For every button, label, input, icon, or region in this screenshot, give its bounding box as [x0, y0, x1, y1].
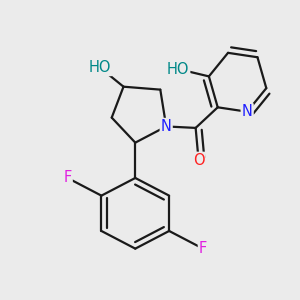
Text: HO: HO: [89, 60, 111, 75]
Text: F: F: [199, 241, 207, 256]
Text: N: N: [242, 104, 253, 119]
Text: F: F: [63, 170, 72, 185]
Text: N: N: [161, 119, 172, 134]
Text: O: O: [193, 153, 204, 168]
Text: HO: HO: [167, 61, 189, 76]
